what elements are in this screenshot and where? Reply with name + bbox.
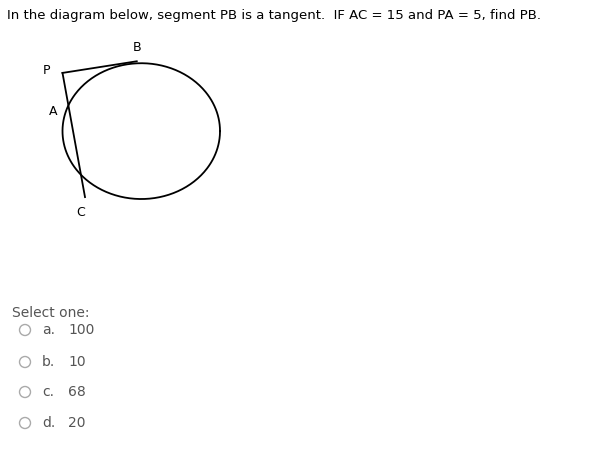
Text: A: A: [49, 105, 58, 118]
Text: C: C: [76, 206, 85, 219]
Text: c.: c.: [42, 385, 54, 399]
Text: B: B: [133, 41, 141, 54]
Text: 100: 100: [68, 323, 94, 337]
Text: a.: a.: [42, 323, 55, 337]
Text: P: P: [43, 65, 51, 78]
Text: 20: 20: [68, 416, 86, 430]
Text: 10: 10: [68, 355, 86, 369]
Text: d.: d.: [42, 416, 55, 430]
Text: b.: b.: [42, 355, 55, 369]
Text: 68: 68: [68, 385, 86, 399]
Text: Select one:: Select one:: [12, 306, 89, 320]
Text: In the diagram below, segment PB is a tangent.  IF AC = 15 and PA = 5, find PB.: In the diagram below, segment PB is a ta…: [7, 9, 541, 22]
